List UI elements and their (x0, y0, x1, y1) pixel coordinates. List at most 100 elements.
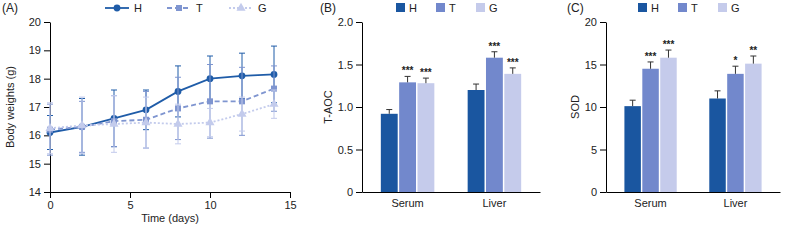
plot-area (381, 52, 521, 192)
tick-label: 2.0 (338, 16, 353, 28)
series (642, 62, 743, 192)
series (660, 50, 761, 192)
tick-mark (44, 22, 50, 23)
tick: 0 (347, 186, 362, 198)
tick: Liver (482, 197, 506, 209)
tick-label: Liver (724, 197, 748, 209)
line (50, 104, 274, 128)
error-bar (732, 66, 738, 74)
tick-label: 16 (29, 129, 41, 141)
bar (486, 58, 503, 192)
legend-entry: H (105, 2, 142, 14)
tick-mark (600, 65, 606, 66)
tick: 17 (29, 101, 50, 113)
annotation: *** (402, 65, 414, 76)
x-axis: Serum Liver (363, 193, 541, 209)
tick-mark (44, 50, 50, 51)
tick-label: 0 (47, 199, 53, 211)
tick-label: 18 (29, 73, 41, 85)
legend-label: G (731, 2, 740, 14)
tick: 16 (29, 129, 50, 141)
tick: 19 (29, 44, 50, 56)
tick-mark (356, 150, 362, 151)
tick: Liver (724, 197, 748, 209)
error-bar (207, 65, 213, 139)
bar (642, 69, 658, 192)
legend-label: T (196, 2, 203, 14)
tick-label: 15 (284, 199, 296, 211)
figure: (A)Body weights (g)05101514151617181920T… (0, 0, 786, 240)
tick: 0.5 (338, 144, 362, 156)
tick-mark (356, 22, 362, 23)
tick: 10 (585, 101, 606, 113)
error-bar (491, 52, 497, 58)
line (50, 89, 274, 130)
tick-mark (44, 192, 50, 193)
annotation: ** (749, 45, 757, 56)
tick-mark (210, 192, 211, 198)
tick: 0 (47, 192, 53, 211)
series (399, 52, 503, 192)
tick: 18 (29, 73, 50, 85)
legend-marker (176, 5, 182, 11)
legend-label: H (409, 2, 417, 14)
tick-mark (130, 192, 131, 198)
tick-label: 20 (29, 16, 41, 28)
legend-entry: H (396, 2, 417, 14)
tick-label: 17 (29, 101, 41, 113)
tick-label: 14 (29, 186, 41, 198)
tick: 15 (29, 158, 50, 170)
axis-line (363, 192, 541, 193)
annotation: * (733, 55, 737, 66)
tick: 2.0 (338, 16, 362, 28)
y-axis-title: SOD (569, 95, 581, 119)
legend-entry: T (436, 2, 456, 14)
legend-entry: H (638, 2, 659, 14)
tick-label: 20 (585, 16, 597, 28)
legend-swatch (678, 3, 687, 12)
panel-title: (B) (320, 1, 336, 15)
bar (504, 74, 521, 192)
legend-swatch (396, 3, 405, 12)
error-bar (510, 68, 516, 74)
bar (417, 83, 434, 192)
y-axis-title: T-AOC (322, 90, 334, 124)
series (47, 46, 278, 155)
tick-label: Serum (634, 197, 666, 209)
annotation: *** (489, 41, 501, 52)
tick-label: 15 (585, 59, 597, 71)
chart-svg: (A)Body weights (g)05101514151617181920T… (0, 0, 786, 240)
error-bar (630, 100, 636, 106)
marker (237, 109, 246, 117)
series (381, 84, 485, 192)
axis-line (607, 192, 781, 193)
legend-label: G (258, 2, 267, 14)
plot-area (624, 50, 761, 192)
error-bar (423, 78, 429, 83)
tick: 14 (29, 186, 50, 198)
line (50, 74, 274, 132)
tick-label: 1.0 (338, 101, 353, 113)
bar (468, 90, 485, 192)
tick: 1.5 (338, 59, 362, 71)
y-axis: 14 15 16 17 18 19 20 (29, 16, 51, 198)
plot-area (45, 46, 278, 155)
tick: Serum (391, 197, 423, 209)
marker (45, 123, 54, 131)
bar (745, 64, 761, 192)
panel: (C)SODSerumLiver05101520*********HTG (567, 1, 781, 209)
legend-entry: G (229, 2, 267, 14)
tick-label: 15 (29, 158, 41, 170)
panel-title: (A) (2, 1, 18, 15)
legend-marker (236, 3, 245, 11)
bar (624, 106, 640, 192)
tick-label: 0.5 (338, 144, 353, 156)
marker (77, 120, 86, 128)
error-bar (750, 56, 756, 64)
y-axis: 05101520 (585, 16, 607, 198)
legend-label: T (449, 2, 456, 14)
tick-mark (600, 22, 606, 23)
annotation: *** (645, 51, 657, 62)
tick: 15 (284, 192, 296, 211)
x-axis-title: Time (days) (141, 212, 199, 224)
